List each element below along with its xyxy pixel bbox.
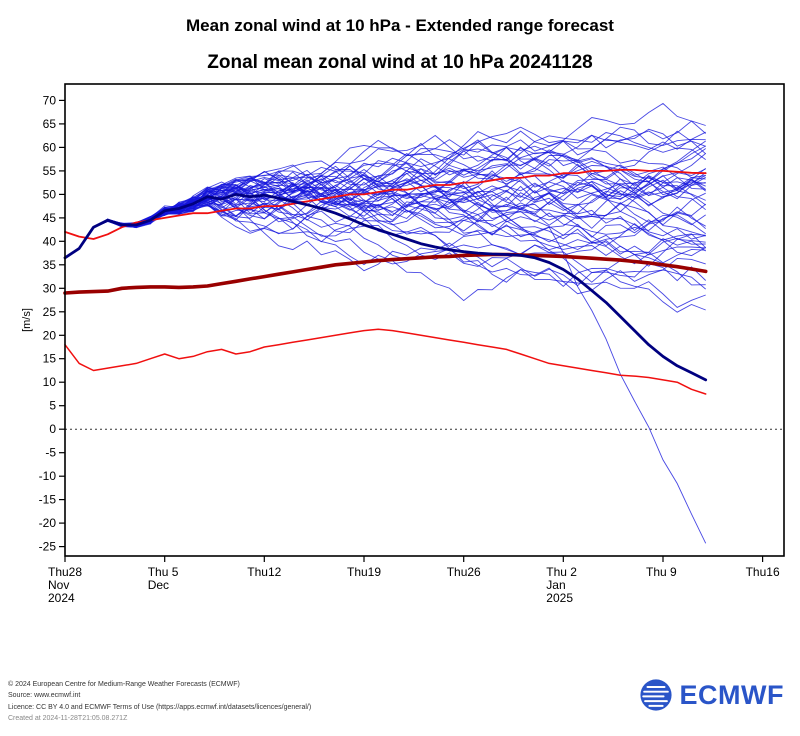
chart-title: Zonal mean zonal wind at 10 hPa 20241128: [207, 52, 593, 73]
svg-text:Thu19: Thu19: [347, 565, 381, 579]
footer-created-at: Created at 2024-11-28T21:05.08.271Z: [8, 714, 128, 722]
svg-text:15: 15: [43, 352, 57, 366]
ecmwf-globe-icon: [639, 679, 672, 711]
svg-text:Thu28: Thu28: [48, 565, 82, 579]
svg-text:20: 20: [43, 328, 57, 342]
svg-text:60: 60: [43, 140, 57, 154]
svg-text:55: 55: [43, 164, 57, 178]
svg-text:-5: -5: [45, 446, 56, 460]
page-title: Mean zonal wind at 10 hPa - Extended ran…: [186, 16, 614, 35]
svg-text:Thu12: Thu12: [247, 565, 281, 579]
footer-source: Source: www.ecmwf.int: [8, 692, 81, 700]
svg-text:2024: 2024: [48, 591, 75, 605]
svg-text:35: 35: [43, 258, 57, 272]
svg-text:-10: -10: [39, 469, 57, 483]
svg-text:40: 40: [43, 234, 57, 248]
svg-text:Thu 2: Thu 2: [546, 565, 577, 579]
svg-text:-20: -20: [39, 516, 57, 530]
svg-text:45: 45: [43, 211, 57, 225]
footer-copyright: © 2024 European Centre for Medium-Range …: [8, 681, 240, 689]
footer: © 2024 European Centre for Medium-Range …: [8, 679, 311, 724]
ecmwf-logo-text: ECMWF: [679, 679, 784, 710]
svg-text:Nov: Nov: [48, 578, 69, 592]
wind-forecast-plot: -25-20-15-10-505101520253035404550556065…: [21, 83, 785, 605]
svg-text:2025: 2025: [546, 591, 573, 605]
svg-text:65: 65: [43, 117, 57, 131]
svg-text:10: 10: [43, 375, 57, 389]
svg-text:50: 50: [43, 187, 57, 201]
svg-text:Dec: Dec: [148, 578, 169, 592]
svg-text:5: 5: [49, 399, 56, 413]
svg-text:-25: -25: [39, 540, 57, 554]
footer-licence: Licence: CC BY 4.0 and ECMWF Terms of Us…: [8, 703, 312, 711]
svg-text:Thu 9: Thu 9: [646, 565, 677, 579]
svg-text:30: 30: [43, 281, 57, 295]
svg-text:[m/s]: [m/s]: [21, 308, 33, 332]
svg-text:70: 70: [43, 93, 57, 107]
svg-text:0: 0: [49, 422, 56, 436]
svg-text:Thu26: Thu26: [447, 565, 481, 579]
svg-text:Jan: Jan: [546, 578, 565, 592]
svg-text:Thu16: Thu16: [746, 565, 780, 579]
ecmwf-logo: ECMWF: [639, 678, 784, 712]
svg-text:Thu 5: Thu 5: [148, 565, 179, 579]
svg-text:-15: -15: [39, 493, 57, 507]
svg-text:25: 25: [43, 305, 57, 319]
